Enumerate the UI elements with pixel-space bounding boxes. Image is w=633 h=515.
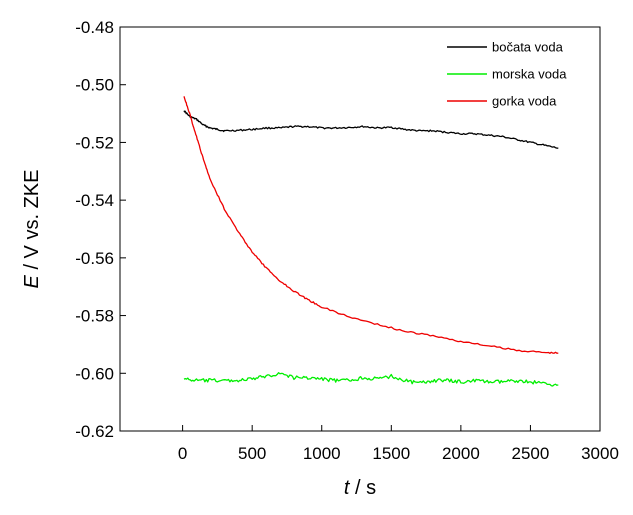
series-line-1 — [183, 110, 559, 149]
y-tick-label: -0.62 — [75, 422, 114, 441]
x-tick-label: 3000 — [581, 444, 619, 463]
y-tick-label: -0.50 — [75, 76, 114, 95]
x-axis-unit: / s — [349, 477, 376, 499]
ticks-layer: 0 500 1000 1500 2000 2500 3000 -0.62 -0.60 -0.58 -… — [75, 18, 619, 463]
x-tick-label: 500 — [238, 444, 266, 463]
plot-frame — [119, 26, 601, 432]
x-tick-label: 1500 — [372, 444, 410, 463]
x-tick-label: 1000 — [303, 444, 341, 463]
legend-item: bočata voda — [447, 40, 564, 55]
x-axis-title: t / s — [344, 477, 376, 499]
series-layer — [183, 96, 559, 387]
x-tick-label: 0 — [178, 444, 187, 463]
legend-item: gorka voda — [447, 94, 557, 109]
legend-label: morska voda — [492, 67, 567, 82]
y-axis-title: E / V vs. ZKE — [21, 170, 43, 289]
series-line-3 — [183, 96, 559, 354]
y-tick-label: -0.56 — [75, 249, 114, 268]
series-line-2 — [183, 372, 559, 387]
x-axis-variable: t — [344, 477, 351, 499]
y-axis-unit: / V vs. ZKE — [21, 170, 43, 276]
legend-label: bočata voda — [492, 40, 564, 55]
x-tick-label: 2000 — [442, 444, 480, 463]
x-tick-label: 2500 — [512, 444, 550, 463]
y-axis-variable: E — [21, 274, 43, 288]
y-tick-label: -0.58 — [75, 307, 114, 326]
plot-area — [120, 27, 600, 431]
legend-item: morska voda — [447, 67, 567, 82]
legend-label: gorka voda — [492, 94, 557, 109]
legend: bočata voda morska voda gorka voda — [447, 40, 567, 109]
y-tick-label: -0.54 — [75, 191, 114, 210]
y-tick-label: -0.52 — [75, 133, 114, 152]
y-tick-label: -0.48 — [75, 18, 114, 37]
y-tick-label: -0.60 — [75, 364, 114, 383]
